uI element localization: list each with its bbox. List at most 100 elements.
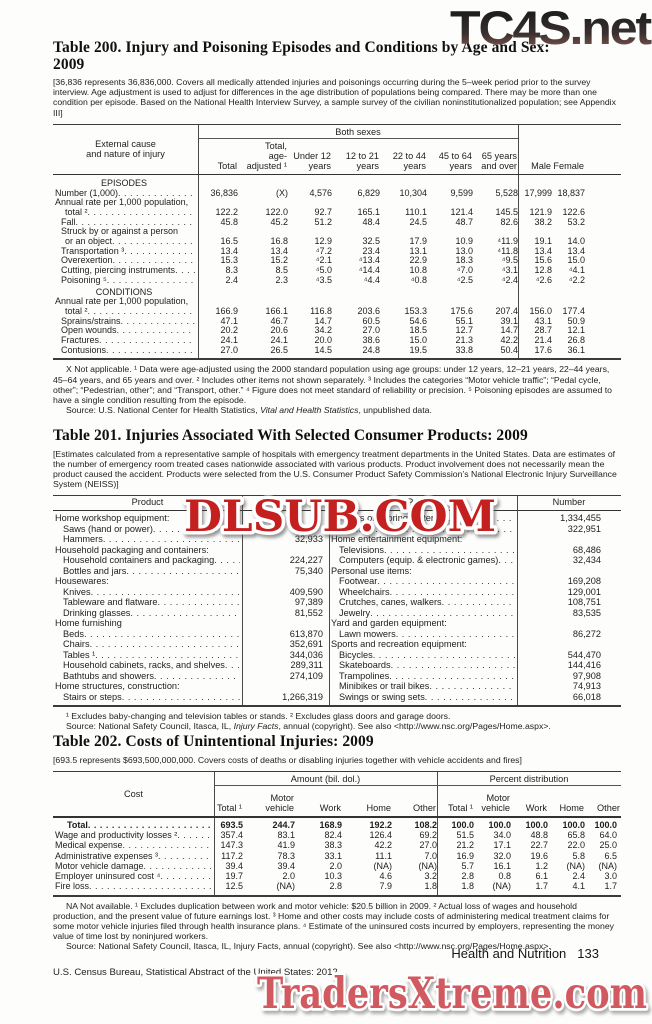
cell-value: 100.0: [525, 819, 548, 830]
cell-value: 15.2: [270, 255, 288, 266]
cell-value: [242, 513, 329, 524]
table-row: Beds 613,870 Lawn mowers 86,272: [53, 629, 621, 640]
cell-value: ⁴0.8: [410, 274, 427, 285]
table-201-body: Home workshop equipment: Floors or floori…: [53, 511, 621, 705]
table-row: Employer uninsured cost ⁴ 19.7 2.0 10.3 4.6 3…: [53, 871, 621, 881]
dot-leader: [154, 671, 240, 682]
table-201-vrule-3: [517, 496, 518, 706]
table-200-source: Source: U.S. National Center for Health …: [53, 405, 621, 415]
dot-leader: [158, 851, 211, 861]
cell-value: 10,304: [399, 187, 427, 198]
cell-value: 18.3: [455, 255, 473, 266]
dot-leader: [112, 237, 195, 247]
row-label: Skateboards: [329, 660, 517, 671]
cell-value: 203.6: [357, 305, 380, 316]
cell-value: 117.2: [221, 850, 243, 861]
cell-value: 3.2: [424, 871, 437, 882]
cell-value: 153.3: [404, 305, 427, 316]
row-label: Fractures: [53, 336, 198, 346]
dot-leader: [91, 587, 240, 598]
row-label: Household containers and packaging: [53, 555, 242, 566]
cell-value: [517, 639, 621, 650]
cell-value: 83,535: [572, 607, 601, 618]
cell-value: 15.0: [409, 335, 427, 346]
cell-value: (NA): [598, 860, 618, 871]
row-label: Open wounds: [53, 326, 198, 336]
cell-value: [242, 524, 329, 535]
dot-leader: [370, 608, 515, 619]
table-200-vrule-sex: [518, 124, 519, 359]
dot-leader: [88, 820, 211, 830]
cell-value: 129,001: [567, 586, 601, 597]
table-row: Medical expense 147.3 41.9 38.3 42.2 27.0 21.2…: [53, 840, 621, 850]
cell-value: [242, 618, 329, 629]
dot-leader: [117, 326, 195, 336]
cell-value: 13.4: [534, 245, 552, 256]
cell-value: 108.2: [414, 819, 437, 830]
cell-value: 46.7: [270, 315, 288, 326]
table-201-note: [Estimates calculated from a representat…: [53, 448, 617, 490]
table-201: Product Number Product Number Home workshop…: [53, 495, 621, 708]
dot-leader: [95, 650, 240, 661]
table-202-stub-header: Cost: [124, 788, 143, 799]
row-label: Annual rate per 1,000 population, total ²: [53, 198, 198, 217]
row-label: Sprains/strains: [53, 317, 198, 327]
cell-value: 48.7: [455, 216, 473, 227]
cell-value: 24.1: [220, 335, 238, 346]
row-label: Overexertion: [53, 256, 198, 266]
cell-value: 244.7: [272, 819, 295, 830]
cell-value: 60.5: [362, 315, 380, 326]
dot-leader: [442, 597, 515, 608]
table-row: Poisoning ⁵ 2.4 2.3 ⁴3.5 ⁴4.4 ⁴0.8 ⁴2.5 ⁴2.4 ⁴2.…: [53, 274, 621, 286]
row-label: Beds: [53, 629, 242, 640]
table-201-source: Source: National Safety Council, Itasca,…: [53, 721, 621, 731]
cell-value: ⁴2.6: [535, 274, 552, 285]
cell-value: ⁴7.0: [456, 265, 473, 276]
cell-value: 16.5: [220, 236, 238, 247]
cell-value: 42.2: [374, 840, 392, 851]
cell-value: 45.2: [270, 216, 288, 227]
dot-leader: [384, 545, 515, 556]
dot-leader: [121, 317, 195, 327]
dot-leader: [498, 555, 515, 566]
cell-value: 14.0: [567, 236, 585, 247]
dot-leader: [118, 189, 195, 199]
cell-value: 32,933: [294, 534, 323, 545]
cell-value: 145.5: [495, 206, 518, 217]
cell-value: (NA): [492, 881, 512, 892]
cell-value: 42.2: [500, 335, 518, 346]
source-text: Source: National Safety Council, Itasca,…: [66, 941, 234, 952]
cell-value: [517, 618, 621, 629]
cell-value: 1.7: [535, 881, 548, 892]
footer-section-title: Health and Nutrition: [451, 946, 567, 961]
cell-value: 2.3: [275, 274, 288, 285]
cell-value: 47.1: [220, 315, 238, 326]
column-header: Other: [597, 802, 620, 813]
cell-value: 33.8: [455, 344, 473, 355]
table-202-section: Table 202. Costs of Unintentional Injuri…: [53, 733, 621, 952]
cell-value: ⁴7.2: [315, 245, 332, 256]
dot-leader: [90, 639, 240, 650]
cell-value: ⁴4.1: [568, 265, 585, 276]
column-header: Number: [269, 497, 302, 508]
row-label: Home entertainment equipment:: [331, 534, 463, 545]
cell-value: 544,470: [567, 649, 601, 660]
running-footer: Health and Nutrition 133: [53, 946, 599, 961]
cell-value: 12.1: [567, 325, 585, 336]
cell-value: 48.8: [530, 830, 548, 840]
cell-value: 25.0: [599, 840, 617, 851]
table-row: Knives 409,590 Wheelchairs 129,001: [53, 587, 621, 598]
dot-leader: [157, 597, 240, 608]
cell-value: 15.0: [567, 255, 585, 266]
census-credit-line: U.S. Census Bureau, Statistical Abstract…: [53, 967, 338, 978]
cell-value: 16.9: [456, 850, 474, 861]
column-header: 12 to 21 years: [345, 150, 379, 171]
table-row: Fall 45.8 45.2 51.2 48.4 24.5 48.7 82.6 38.2 53.2: [53, 216, 621, 228]
column-header: Product: [407, 497, 439, 508]
cell-value: 100.0: [488, 819, 511, 830]
cell-value: 1,334,455: [560, 513, 601, 524]
cell-value: 92.7: [314, 206, 332, 217]
percent-group-header: Percent distribution: [437, 773, 621, 786]
cell-value: 83.1: [277, 830, 295, 840]
